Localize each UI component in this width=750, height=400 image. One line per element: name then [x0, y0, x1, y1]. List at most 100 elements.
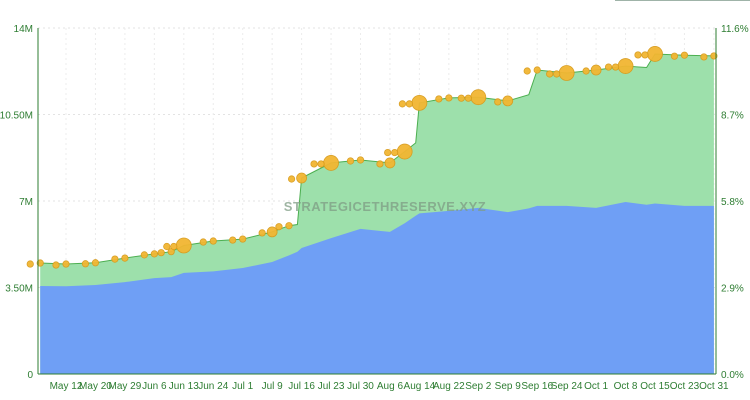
event-marker [384, 148, 392, 157]
event-marker [140, 251, 148, 259]
y-right-tick-label: 0.0% [721, 370, 744, 381]
event-marker [356, 156, 365, 164]
event-marker [150, 250, 158, 258]
y-left-tick-label: 7M [19, 197, 33, 208]
event-marker [258, 229, 266, 237]
event-marker [411, 94, 428, 111]
x-tick-label: Sep 24 [551, 381, 583, 392]
event-marker [296, 172, 308, 184]
event-marker [546, 70, 554, 78]
watermark: STRATEGICETHRESERVE.XYZ [284, 199, 486, 214]
x-tick-label: May 20 [79, 381, 112, 392]
x-tick-label: Jul 9 [262, 381, 284, 392]
event-marker [81, 260, 90, 268]
y-left-tick-label: 14M [14, 24, 33, 35]
event-marker [157, 249, 165, 257]
event-marker [275, 223, 283, 231]
event-marker [582, 67, 590, 75]
x-tick-label: Jul 30 [347, 381, 374, 392]
y-right-tick-label: 8.7% [721, 111, 744, 122]
event-marker [502, 95, 514, 107]
x-tick-label: Jun 6 [142, 381, 167, 392]
event-marker [391, 148, 399, 157]
y-right-tick-label: 5.8% [721, 197, 744, 208]
event-marker [604, 63, 613, 71]
axes: 0 3.50M 7M 10.50M 14M 0.0% 2.9% 5.8% 8.7% 11.6% Ma… [0, 24, 749, 392]
x-tick-label: Oct 15 [640, 381, 670, 392]
event-marker [91, 259, 100, 267]
event-marker [175, 237, 192, 254]
x-tick-label: Oct 31 [699, 381, 729, 392]
x-tick-label: Aug 14 [404, 381, 436, 392]
top-border [615, 0, 750, 1]
x-tick-label: Aug 6 [377, 381, 404, 392]
event-marker [287, 175, 296, 183]
event-marker [470, 89, 487, 106]
x-tick-label: Oct 1 [584, 381, 608, 392]
x-tick-label: Oct 23 [670, 381, 700, 392]
event-marker [170, 242, 178, 251]
event-marker [199, 238, 207, 246]
event-marker [239, 235, 247, 243]
series-areas [40, 53, 714, 374]
y-right-tick-label: 11.6% [721, 24, 749, 35]
x-tick-label: May 12 [50, 381, 83, 392]
event-marker [494, 98, 502, 106]
x-tick-label: Jun 13 [169, 381, 199, 392]
event-marker [121, 254, 129, 262]
inner-area [40, 202, 714, 374]
x-tick-label: Oct 8 [614, 381, 638, 392]
event-marker [62, 260, 70, 268]
event-marker [464, 94, 472, 102]
event-marker [52, 261, 60, 269]
event-marker [346, 157, 355, 165]
event-marker [266, 226, 278, 238]
x-tick-label: Sep 9 [495, 381, 522, 392]
event-marker [405, 100, 413, 108]
y-left-tick-label: 10.50M [0, 111, 33, 122]
event-marker [384, 157, 396, 169]
x-tick-label: May 29 [109, 381, 142, 392]
event-marker [111, 255, 119, 263]
event-marker [396, 143, 413, 160]
event-marker [36, 259, 44, 267]
event-marker [700, 53, 708, 61]
event-marker [670, 52, 679, 60]
x-tick-label: Jul 1 [232, 381, 254, 392]
event-marker [611, 63, 620, 71]
event-marker [163, 242, 171, 251]
event-marker [647, 46, 663, 62]
event-marker [398, 100, 406, 108]
event-marker [558, 65, 575, 81]
event-marker [680, 51, 689, 59]
event-marker [376, 160, 384, 168]
event-marker [209, 237, 217, 245]
event-marker [634, 51, 642, 59]
x-tick-label: Jul 16 [288, 381, 315, 392]
x-tick-label: Jul 23 [318, 381, 345, 392]
x-tick-label: Sep 16 [521, 381, 553, 392]
x-tick-label: Aug 22 [433, 381, 465, 392]
event-marker [229, 236, 237, 244]
event-marker [553, 70, 561, 78]
event-marker [435, 95, 443, 103]
event-marker [533, 66, 541, 74]
event-marker [590, 64, 602, 76]
event-marker [285, 222, 293, 230]
event-marker [323, 155, 339, 171]
event-marker [457, 94, 465, 102]
event-marker [317, 160, 325, 168]
y-left-tick-label: 0 [27, 370, 33, 381]
event-marker [445, 94, 453, 102]
event-marker [26, 260, 34, 268]
event-markers [26, 46, 718, 269]
event-marker [617, 58, 634, 74]
event-marker [310, 160, 318, 168]
x-tick-label: Sep 2 [465, 381, 492, 392]
y-right-tick-label: 2.9% [721, 284, 744, 295]
y-left-tick-label: 3.50M [5, 284, 33, 295]
x-tick-label: Jun 24 [198, 381, 228, 392]
event-marker [641, 51, 649, 59]
event-marker [523, 67, 531, 75]
